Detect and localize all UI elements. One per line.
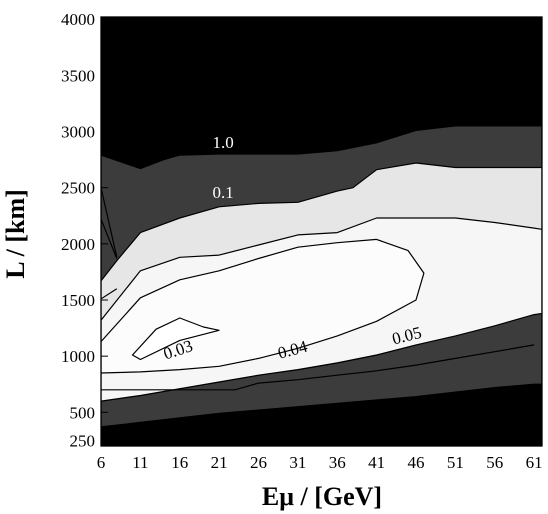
y-tick-label: 4000 <box>61 10 95 29</box>
x-axis: 6 11 16 21 26 31 36 41 46 51 56 61 <box>97 439 543 472</box>
x-tick-label: 21 <box>211 453 228 472</box>
x-tick-label: 11 <box>132 453 148 472</box>
y-axis: 250 500 1000 1500 2000 2500 3000 3500 4000 <box>61 10 108 450</box>
contour-line-1 <box>101 218 118 259</box>
y-tick-label: 2500 <box>61 179 95 198</box>
y-tick-label: 3000 <box>61 123 95 142</box>
x-tick-label: 56 <box>486 453 503 472</box>
contour-line-0 <box>101 187 118 258</box>
contour-line-2 <box>101 288 118 300</box>
y-tick-label: 1000 <box>61 347 95 366</box>
x-tick-label: 31 <box>289 453 306 472</box>
y-axis-label: L / [km] <box>1 189 30 279</box>
x-tick-label: 61 <box>526 453 543 472</box>
x-tick-label: 6 <box>97 453 106 472</box>
x-tick-label: 26 <box>250 453 267 472</box>
x-tick-label: 46 <box>408 453 425 472</box>
x-tick-label: 41 <box>368 453 385 472</box>
contour-label-0: 1.0 <box>212 133 233 152</box>
x-tick-label: 16 <box>171 453 188 472</box>
contour-fills <box>101 17 542 446</box>
x-tick-label: 51 <box>447 453 464 472</box>
x-axis-label: Eμ / [GeV] <box>262 482 382 511</box>
y-tick-label: 1500 <box>61 291 95 310</box>
x-tick-label: 36 <box>329 453 346 472</box>
plot-frame <box>100 16 543 447</box>
contour-labels: 1.00.10.03 0.040.05 <box>161 133 424 364</box>
contour-lines <box>101 187 535 391</box>
contour-line-3 <box>101 344 535 391</box>
y-tick-label: 500 <box>70 403 96 422</box>
y-tick-label: 3500 <box>61 66 95 85</box>
y-tick-label: 2000 <box>61 235 95 254</box>
contour-region-4 <box>131 317 220 361</box>
contour-label-1: 0.1 <box>212 183 233 202</box>
y-tick-label: 250 <box>70 431 96 450</box>
